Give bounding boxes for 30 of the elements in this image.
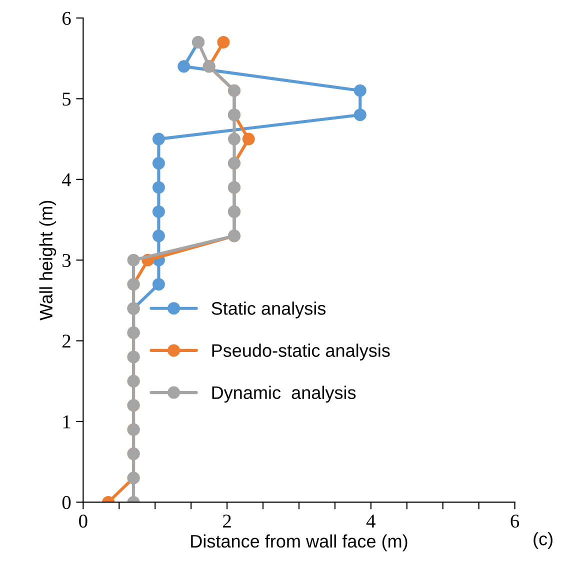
y-tick-label: 1: [63, 415, 70, 428]
point: [178, 60, 190, 73]
x-tick-label: 4: [366, 514, 376, 528]
point: [228, 132, 240, 146]
x-tick-label: 0: [79, 514, 88, 528]
point: [152, 205, 165, 218]
y-tick-label: 3: [62, 254, 71, 268]
x-tick-label: 6: [510, 514, 520, 528]
x-tick-label: 2: [223, 514, 231, 528]
point: [152, 157, 165, 170]
x-axis-title: Distance from wall face (m): [191, 534, 408, 552]
point: [152, 132, 165, 146]
y-axis-title: Wall height (m): [39, 200, 56, 320]
point: [354, 84, 366, 97]
y-tick-label: 6: [62, 12, 71, 25]
point: [217, 36, 230, 48]
legend-label: Dynamic analysis: [212, 386, 356, 403]
y-tick-label: 2: [62, 334, 70, 348]
point: [152, 181, 165, 194]
y-tick-label: 5: [62, 92, 71, 106]
legend-label: Pseudo-static analysis: [212, 344, 390, 361]
point: [354, 108, 366, 122]
point: [152, 230, 165, 242]
y-tick-label: 4: [62, 173, 72, 186]
y-tick-label: 0: [62, 496, 71, 510]
text: (c): [534, 532, 552, 549]
legend-label: Static analysis: [212, 302, 326, 318]
point: [127, 254, 140, 266]
point: [242, 132, 255, 146]
point: [152, 278, 165, 291]
